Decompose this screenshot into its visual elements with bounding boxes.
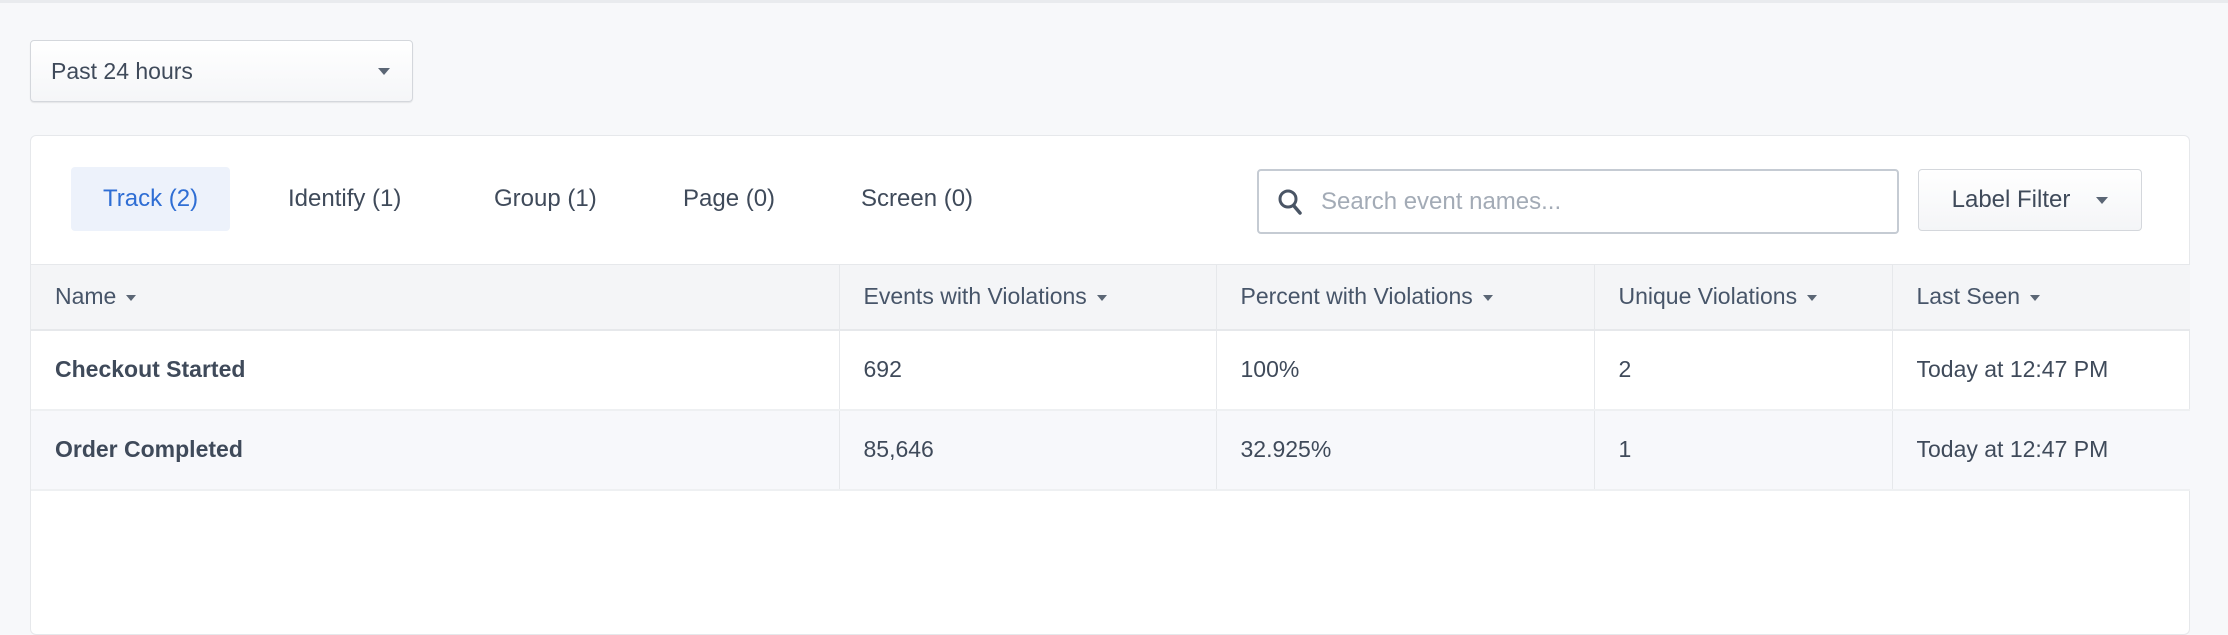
search-box[interactable] (1257, 169, 1899, 234)
percent-with-violations: 100% (1216, 329, 1595, 411)
events-card: Track (2) Identify (1) Group (1) Page (0… (30, 135, 2190, 635)
time-range-dropdown[interactable]: Past 24 hours (30, 40, 413, 102)
label-filter-button[interactable]: Label Filter (1918, 169, 2142, 231)
percent-with-violations: 32.925% (1216, 409, 1595, 491)
last-seen: Today at 12:47 PM (1892, 409, 2190, 491)
column-header-percent-with-violations[interactable]: Percent with Violations (1216, 264, 1595, 331)
sort-caret-icon (1096, 295, 1107, 302)
table-row[interactable]: Checkout Started 692 100% 2 Today at 12:… (31, 329, 2190, 411)
last-seen: Today at 12:47 PM (1892, 329, 2190, 411)
tab-group[interactable]: Group (1) (494, 185, 597, 212)
sort-caret-icon (1482, 295, 1493, 302)
tab-track[interactable]: Track (2) (71, 167, 231, 231)
sort-caret-icon (126, 295, 137, 302)
event-name[interactable]: Order Completed (31, 409, 840, 491)
events-table: Name Events with Violations Percent with… (31, 264, 2190, 491)
tab-screen[interactable]: Screen (0) (861, 185, 974, 212)
label-filter-label: Label Filter (1951, 186, 2071, 213)
events-with-violations: 85,646 (839, 409, 1217, 491)
column-header-events-with-violations[interactable]: Events with Violations (839, 264, 1217, 331)
table-row[interactable]: Order Completed 85,646 32.925% 1 Today a… (31, 409, 2190, 491)
sort-caret-icon (1807, 295, 1818, 302)
time-range-value: Past 24 hours (51, 57, 193, 84)
search-input[interactable] (1321, 187, 1881, 216)
events-with-violations: 692 (839, 329, 1217, 411)
chevron-down-icon (378, 68, 390, 75)
column-header-unique-violations[interactable]: Unique Violations (1594, 264, 1893, 331)
unique-violations: 2 (1594, 329, 1893, 411)
event-name[interactable]: Checkout Started (31, 329, 840, 411)
chevron-down-icon (2096, 196, 2109, 204)
sort-caret-icon (2030, 295, 2041, 302)
column-header-last-seen[interactable]: Last Seen (1892, 264, 2190, 331)
search-icon (1278, 189, 1302, 215)
column-header-name[interactable]: Name (31, 264, 840, 331)
tab-page[interactable]: Page (0) (683, 185, 776, 212)
unique-violations: 1 (1594, 409, 1893, 491)
tab-identify[interactable]: Identify (1) (288, 185, 402, 212)
